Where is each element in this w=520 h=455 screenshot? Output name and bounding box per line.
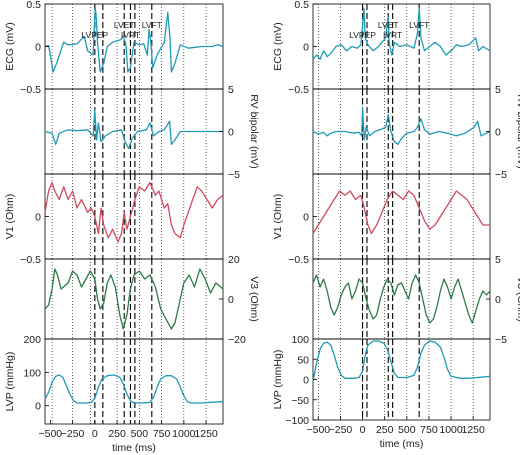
y-tick-label: 0 bbox=[35, 401, 41, 413]
series-line bbox=[312, 7, 491, 60]
x-tick-label: 1000 bbox=[439, 424, 463, 436]
event-label: LVPEP bbox=[81, 30, 108, 40]
y-tick-label: 50 bbox=[297, 354, 309, 366]
y-tick-label: 0.5 bbox=[294, 0, 309, 11]
y-axis-label: V1 (Ohm) bbox=[4, 194, 16, 240]
x-tick-label: 500 bbox=[131, 428, 149, 440]
series-line bbox=[312, 107, 491, 145]
panel-4: 5 0 −5 V3 (Ohm) bbox=[312, 254, 520, 346]
y-tick-label: −0.5 bbox=[288, 84, 309, 96]
y-tick-label: 0 bbox=[303, 212, 309, 224]
y-tick-label: 0 bbox=[303, 42, 309, 54]
series-line bbox=[312, 340, 491, 382]
event-label: IVRT bbox=[383, 30, 402, 40]
y-axis-label: RV bipolar (mV) bbox=[515, 94, 520, 169]
y-axis-label: ECG (mV) bbox=[4, 22, 16, 70]
y-tick-label: 20 bbox=[228, 254, 240, 266]
y-tick-label: 0 bbox=[495, 294, 501, 306]
y-tick-label: 0.5 bbox=[26, 0, 41, 11]
series-line bbox=[44, 268, 224, 330]
y-tick-label: −0.5 bbox=[20, 84, 41, 96]
x-tick-label: 500 bbox=[398, 424, 416, 436]
y-tick-label: 200 bbox=[23, 334, 41, 346]
x-tick-label: 750 bbox=[420, 424, 438, 436]
panel-frame bbox=[312, 173, 491, 260]
x-tick-label: 1250 bbox=[194, 428, 218, 440]
y-tick-label: −5 bbox=[495, 334, 507, 346]
series-line bbox=[44, 374, 224, 404]
panel-3: 0 −0.5 V1 (Ohm) bbox=[272, 173, 491, 266]
event-label: IVRT bbox=[121, 30, 140, 40]
y-tick-label: 0 bbox=[35, 42, 41, 54]
x-tick-label: −250 bbox=[61, 428, 85, 440]
event-label: LVFT bbox=[409, 20, 429, 30]
series-line bbox=[312, 274, 491, 324]
panel-2: 5 0 −5 RV bipolar (mV) bbox=[44, 84, 260, 181]
y-axis-label: LVP (mmHg) bbox=[272, 350, 284, 410]
y-tick-label: −5 bbox=[495, 169, 507, 181]
y-tick-label: −0.5 bbox=[288, 254, 309, 266]
x-tick-label: −250 bbox=[329, 424, 353, 436]
x-axis-label: time (ms) bbox=[112, 442, 156, 454]
x-tick-label: 1000 bbox=[172, 428, 196, 440]
y-tick-label: 0 bbox=[228, 294, 234, 306]
x-tick-label: −500 bbox=[306, 424, 330, 436]
y-axis-label: LVP (mmHg) bbox=[4, 352, 16, 412]
event-label: LVPEP bbox=[349, 30, 376, 40]
x-tick-label: 0 bbox=[360, 424, 366, 436]
y-tick-label: −20 bbox=[228, 334, 246, 346]
y-axis-label: V3 (Ohm) bbox=[515, 276, 520, 322]
panel-5: 200 100 0 LVP (mmHg) bbox=[4, 334, 224, 425]
y-tick-label: 5 bbox=[495, 84, 501, 96]
event-label: LVET bbox=[114, 20, 135, 30]
x-axis-label: time (ms) bbox=[380, 438, 424, 450]
x-tick-label: 1250 bbox=[462, 424, 486, 436]
y-tick-label: −50 bbox=[291, 395, 309, 407]
y-axis-label: ECG (mV) bbox=[272, 22, 284, 70]
y-tick-label: −0.5 bbox=[20, 254, 41, 266]
y-axis-label: V3 (Ohm) bbox=[248, 276, 260, 322]
x-tick-label: 750 bbox=[153, 428, 171, 440]
x-tick-label: −500 bbox=[39, 428, 63, 440]
y-tick-label: 0 bbox=[303, 375, 309, 387]
event-label: LVFT bbox=[142, 20, 162, 30]
y-tick-label: −5 bbox=[228, 169, 240, 181]
y-tick-label: 0 bbox=[35, 212, 41, 224]
y-axis-label: RV bipolar (mV) bbox=[248, 94, 260, 169]
x-tick-label: 250 bbox=[108, 428, 126, 440]
panel-frame bbox=[44, 338, 224, 425]
panel-frame bbox=[44, 258, 224, 340]
panel-3: 0 −0.5 V1 (Ohm) bbox=[4, 173, 224, 266]
y-tick-label: −100 bbox=[285, 415, 309, 427]
y-tick-label: 100 bbox=[23, 367, 41, 379]
series-line bbox=[44, 181, 224, 243]
series-line bbox=[312, 190, 490, 235]
y-tick-label: 5 bbox=[228, 84, 234, 96]
y-tick-label: 5 bbox=[495, 254, 501, 266]
x-tick-label: 250 bbox=[376, 424, 394, 436]
y-tick-label: 100 bbox=[291, 334, 309, 346]
x-tick-label: 0 bbox=[92, 428, 98, 440]
series-line bbox=[44, 109, 223, 150]
panel-2: 5 0 −5 RV bipolar (mV) bbox=[312, 84, 520, 181]
y-tick-label: 0 bbox=[495, 127, 501, 139]
series-line bbox=[44, 7, 224, 73]
panel-frame bbox=[44, 173, 224, 260]
y-tick-label: 0 bbox=[228, 127, 234, 139]
y-axis-label: V1 (Ohm) bbox=[272, 194, 284, 240]
panel-frame bbox=[312, 338, 491, 421]
event-label: LVET bbox=[378, 20, 399, 30]
